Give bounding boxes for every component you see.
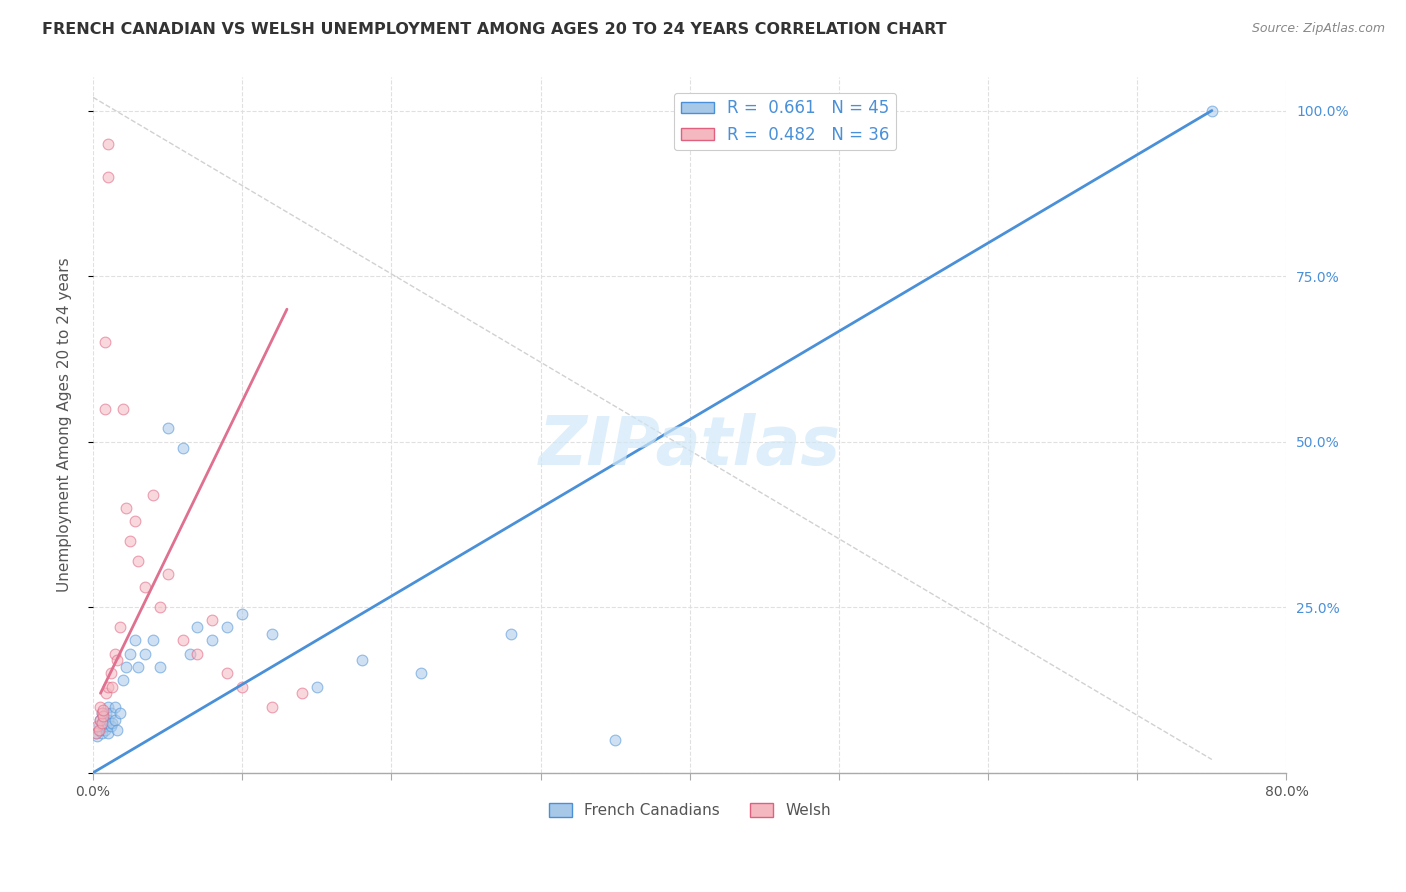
Point — [156, 421, 179, 435]
Point — [108, 706, 131, 720]
Point — [124, 514, 146, 528]
Point — [91, 726, 114, 740]
Point — [93, 719, 115, 733]
Point — [97, 169, 120, 184]
Point — [91, 716, 114, 731]
Point — [97, 713, 120, 727]
Point — [87, 719, 110, 733]
Point — [105, 723, 128, 737]
Point — [142, 488, 165, 502]
Point — [305, 680, 328, 694]
Point — [89, 723, 111, 737]
Point — [93, 713, 115, 727]
Point — [105, 653, 128, 667]
Point — [172, 442, 194, 456]
Point — [94, 401, 117, 416]
Point — [291, 686, 314, 700]
Point — [91, 706, 114, 720]
Point — [96, 686, 118, 700]
Point — [87, 723, 110, 737]
Point — [605, 732, 627, 747]
Point — [104, 713, 127, 727]
Point — [149, 660, 172, 674]
Point — [104, 699, 127, 714]
Point — [84, 726, 107, 740]
Point — [217, 620, 239, 634]
Point — [86, 729, 108, 743]
Point — [96, 719, 118, 733]
Point — [94, 335, 117, 350]
Point — [100, 666, 122, 681]
Point — [186, 647, 208, 661]
Point — [172, 633, 194, 648]
Point — [97, 699, 120, 714]
Point — [201, 614, 224, 628]
Point — [84, 726, 107, 740]
Point — [260, 699, 283, 714]
Point — [231, 607, 253, 621]
Point — [93, 703, 115, 717]
Point — [127, 554, 149, 568]
Text: Source: ZipAtlas.com: Source: ZipAtlas.com — [1251, 22, 1385, 36]
Point — [100, 719, 122, 733]
Point — [100, 706, 122, 720]
Point — [94, 716, 117, 731]
Point — [260, 626, 283, 640]
Point — [93, 709, 115, 723]
Point — [127, 660, 149, 674]
Point — [101, 716, 124, 731]
Point — [186, 620, 208, 634]
Y-axis label: Unemployment Among Ages 20 to 24 years: Unemployment Among Ages 20 to 24 years — [58, 258, 72, 592]
Point — [89, 713, 111, 727]
Legend: French Canadians, Welsh: French Canadians, Welsh — [543, 797, 837, 824]
Point — [217, 666, 239, 681]
Point — [89, 713, 111, 727]
Text: ZIPatlas: ZIPatlas — [538, 413, 841, 479]
Point — [499, 626, 522, 640]
Point — [120, 647, 142, 661]
Point — [411, 666, 433, 681]
Point — [96, 706, 118, 720]
Point — [111, 673, 134, 687]
Point — [114, 500, 136, 515]
Text: FRENCH CANADIAN VS WELSH UNEMPLOYMENT AMONG AGES 20 TO 24 YEARS CORRELATION CHAR: FRENCH CANADIAN VS WELSH UNEMPLOYMENT AM… — [42, 22, 946, 37]
Point — [120, 533, 142, 548]
Point — [101, 680, 124, 694]
Point — [149, 600, 172, 615]
Point — [350, 653, 373, 667]
Point — [201, 633, 224, 648]
Point — [86, 719, 108, 733]
Point — [97, 680, 120, 694]
Point — [91, 706, 114, 720]
Point — [108, 620, 131, 634]
Point — [97, 726, 120, 740]
Point — [114, 660, 136, 674]
Point — [97, 136, 120, 151]
Point — [156, 567, 179, 582]
Point — [111, 401, 134, 416]
Point — [134, 647, 156, 661]
Point — [1201, 103, 1223, 118]
Point — [231, 680, 253, 694]
Point — [142, 633, 165, 648]
Point — [94, 723, 117, 737]
Point — [179, 647, 201, 661]
Point — [104, 647, 127, 661]
Point — [134, 580, 156, 594]
Point — [124, 633, 146, 648]
Point — [89, 699, 111, 714]
